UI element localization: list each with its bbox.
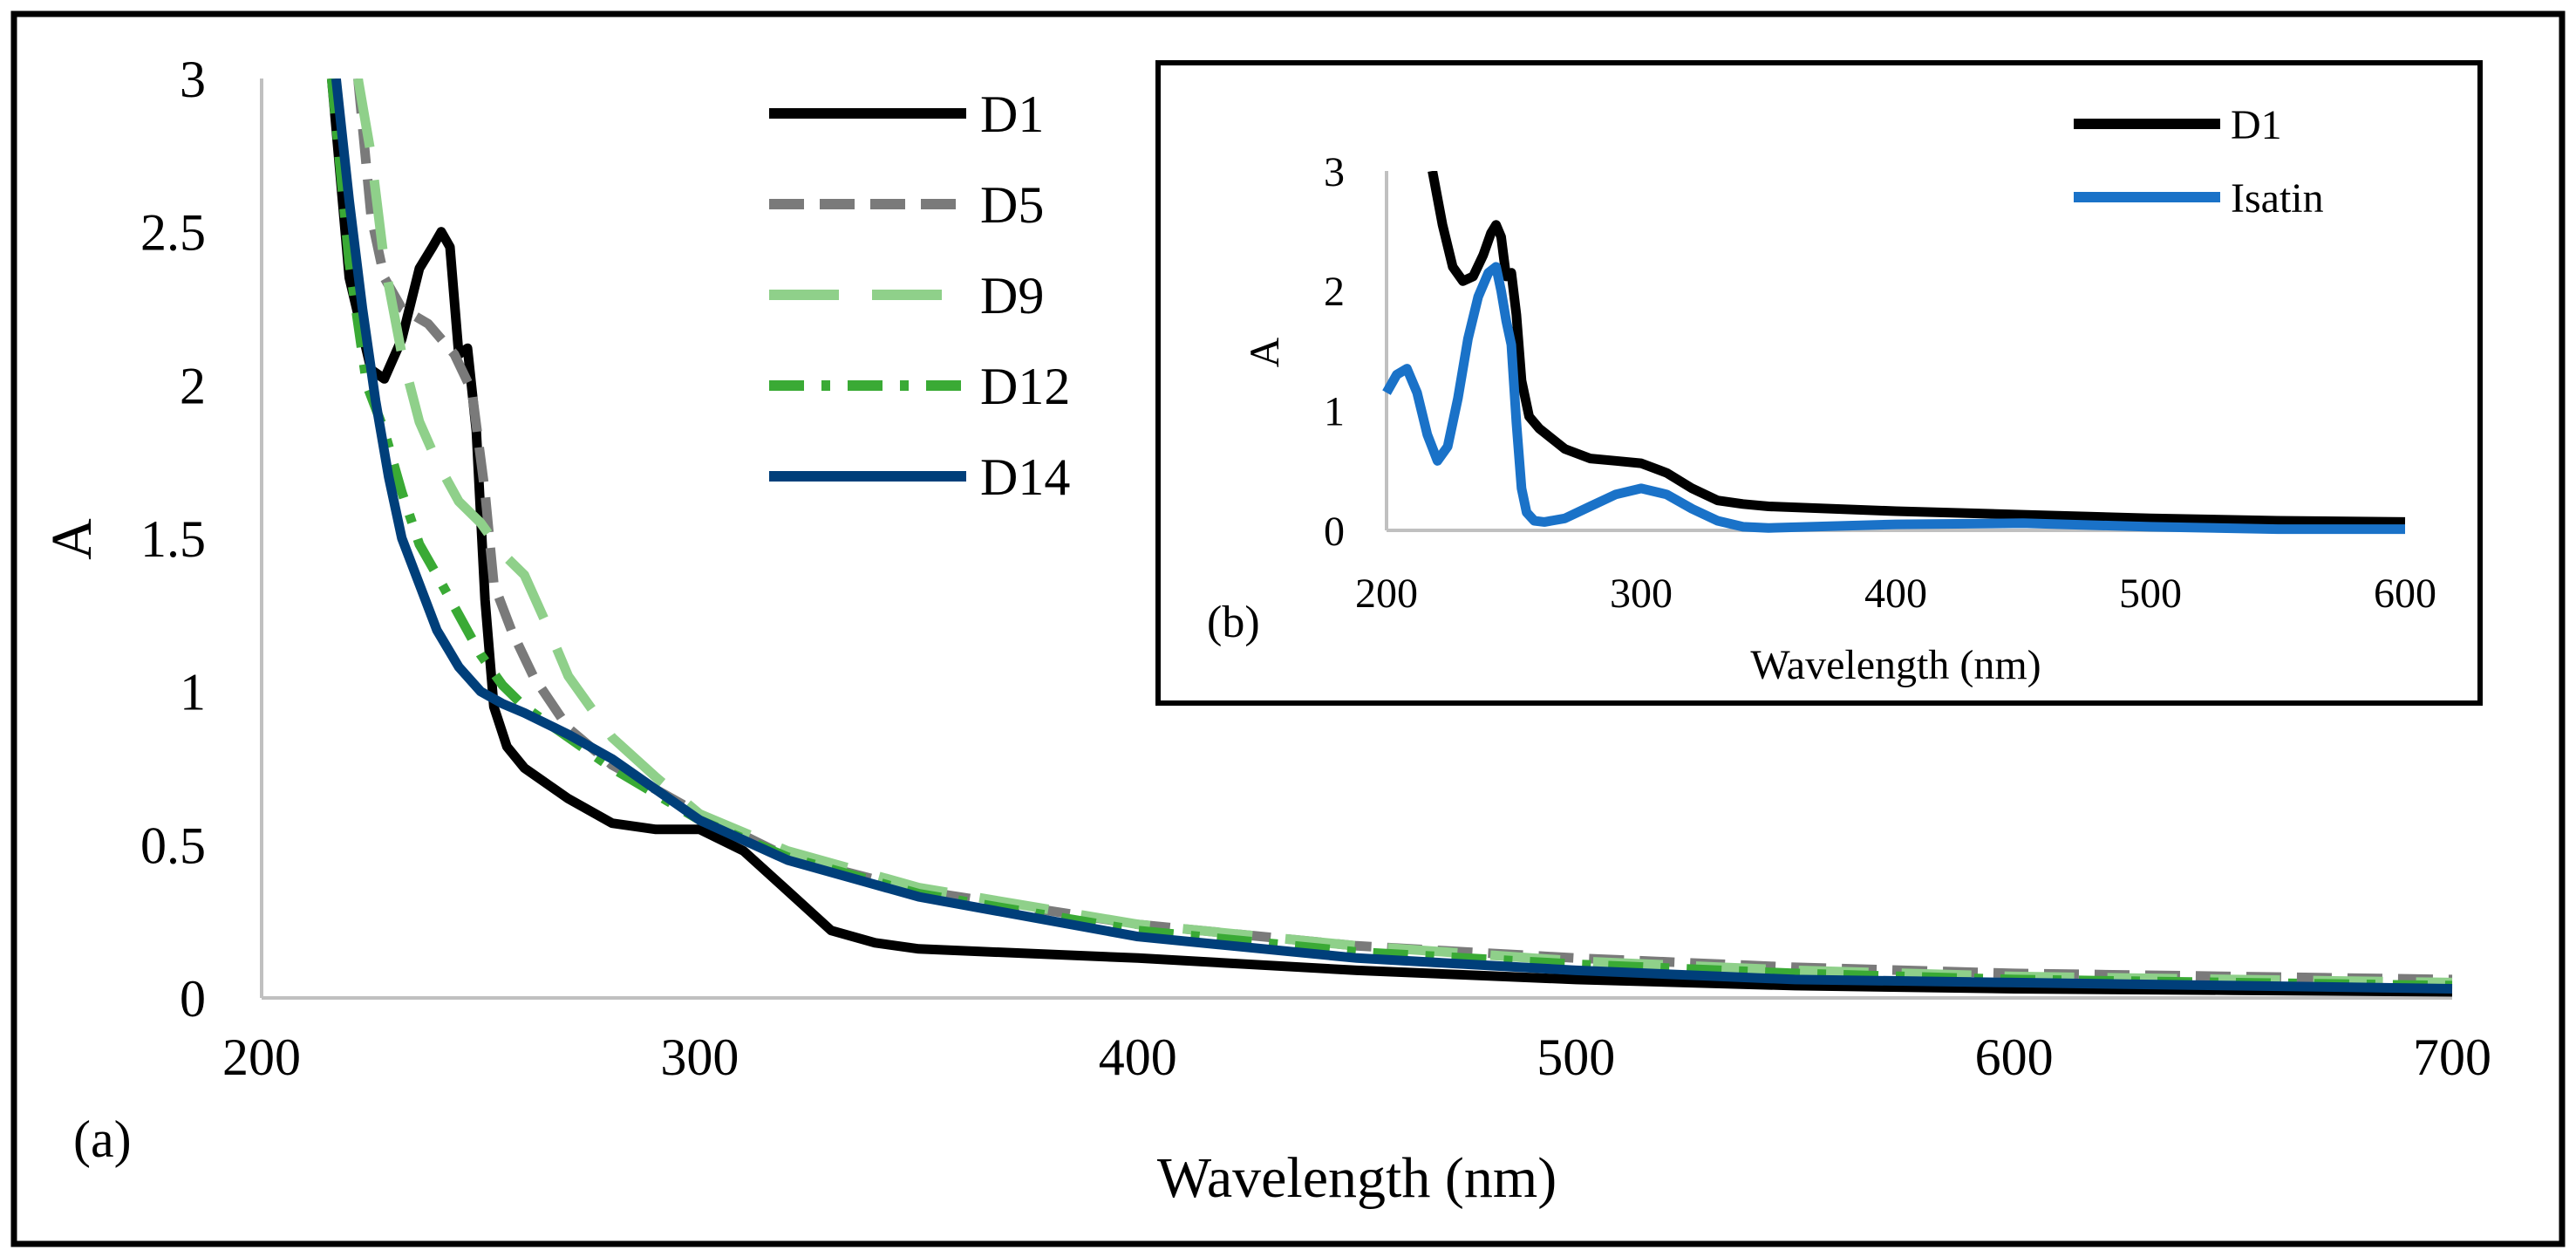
panel-b: 0 1 2 3 200 300 400 500 600 Wavelength (nm) A (… — [1155, 60, 2483, 706]
a-x-tick-label: 600 — [1975, 1028, 2054, 1086]
a-legend: D1 D5 D9 D12 D14 — [769, 85, 1070, 506]
a-panel-label: (a) — [73, 1110, 132, 1168]
a-series-line-d1 — [326, 79, 2453, 997]
b-panel-label: (b) — [1207, 598, 1260, 647]
b-x-tick-label: 400 — [1864, 570, 1927, 617]
b-legend-label-d1: D1 — [2231, 102, 2282, 148]
panel-a: 0 0.5 1 1.5 2 2.5 3 200 300 400 500 600 700 Wavelen… — [40, 51, 2491, 1210]
a-y-tick-label: 2 — [180, 357, 206, 414]
a-y-tick-label: 0.5 — [140, 816, 206, 874]
a-x-tick-label: 700 — [2413, 1028, 2491, 1086]
a-x-tick-label: 300 — [660, 1028, 739, 1086]
a-y-tick-label: 1 — [180, 664, 206, 721]
b-inset-frame — [1155, 60, 2483, 706]
a-x-tick-label: 500 — [1537, 1028, 1615, 1086]
a-legend-label-d5: D5 — [980, 176, 1044, 234]
a-x-tick-label: 400 — [1099, 1028, 1177, 1086]
b-series-lines — [1382, 171, 2406, 535]
b-x-tick-label: 200 — [1355, 570, 1418, 617]
b-x-tick-label: 500 — [2119, 570, 2182, 617]
a-series-line-d14 — [331, 79, 2453, 994]
a-legend-label-d9: D9 — [980, 267, 1044, 324]
b-y-tick-label: 3 — [1324, 149, 1345, 195]
a-x-tick-label: 200 — [222, 1028, 301, 1086]
b-y-tick-label: 0 — [1324, 509, 1345, 555]
b-y-axis-label: A — [1242, 337, 1288, 367]
a-y-tick-label: 0 — [180, 970, 206, 1028]
b-legend-label-isatin: Isatin — [2231, 175, 2324, 222]
b-series-line-isatin — [1382, 262, 2405, 535]
b-y-tick-label: 2 — [1324, 269, 1345, 315]
b-x-axis-label: Wavelength (nm) — [1750, 642, 2041, 688]
a-y-tick-labels: 0 0.5 1 1.5 2 2.5 3 — [140, 51, 206, 1028]
b-y-tick-label: 1 — [1324, 388, 1345, 434]
a-y-tick-label: 2.5 — [140, 204, 206, 262]
a-legend-label-d1: D1 — [980, 85, 1044, 143]
b-x-tick-label: 600 — [2374, 570, 2436, 617]
a-series-lines — [326, 79, 2453, 997]
b-series-line-d1 — [1428, 171, 2406, 527]
a-axes — [260, 79, 2452, 1000]
a-legend-label-d12: D12 — [980, 358, 1070, 415]
a-legend-label-d14: D14 — [980, 448, 1070, 506]
b-legend: D1 Isatin — [2074, 102, 2324, 222]
a-y-tick-label: 1.5 — [140, 510, 206, 568]
b-y-tick-labels: 0 1 2 3 — [1324, 149, 1345, 555]
a-y-axis-label: A — [40, 518, 104, 560]
b-x-tick-label: 300 — [1610, 570, 1673, 617]
a-x-tick-labels: 200 300 400 500 600 700 — [222, 1028, 2491, 1086]
a-x-axis-label: Wavelength (nm) — [1157, 1146, 1557, 1210]
a-y-tick-label: 3 — [180, 51, 206, 108]
b-x-tick-labels: 200 300 400 500 600 — [1355, 570, 2436, 617]
